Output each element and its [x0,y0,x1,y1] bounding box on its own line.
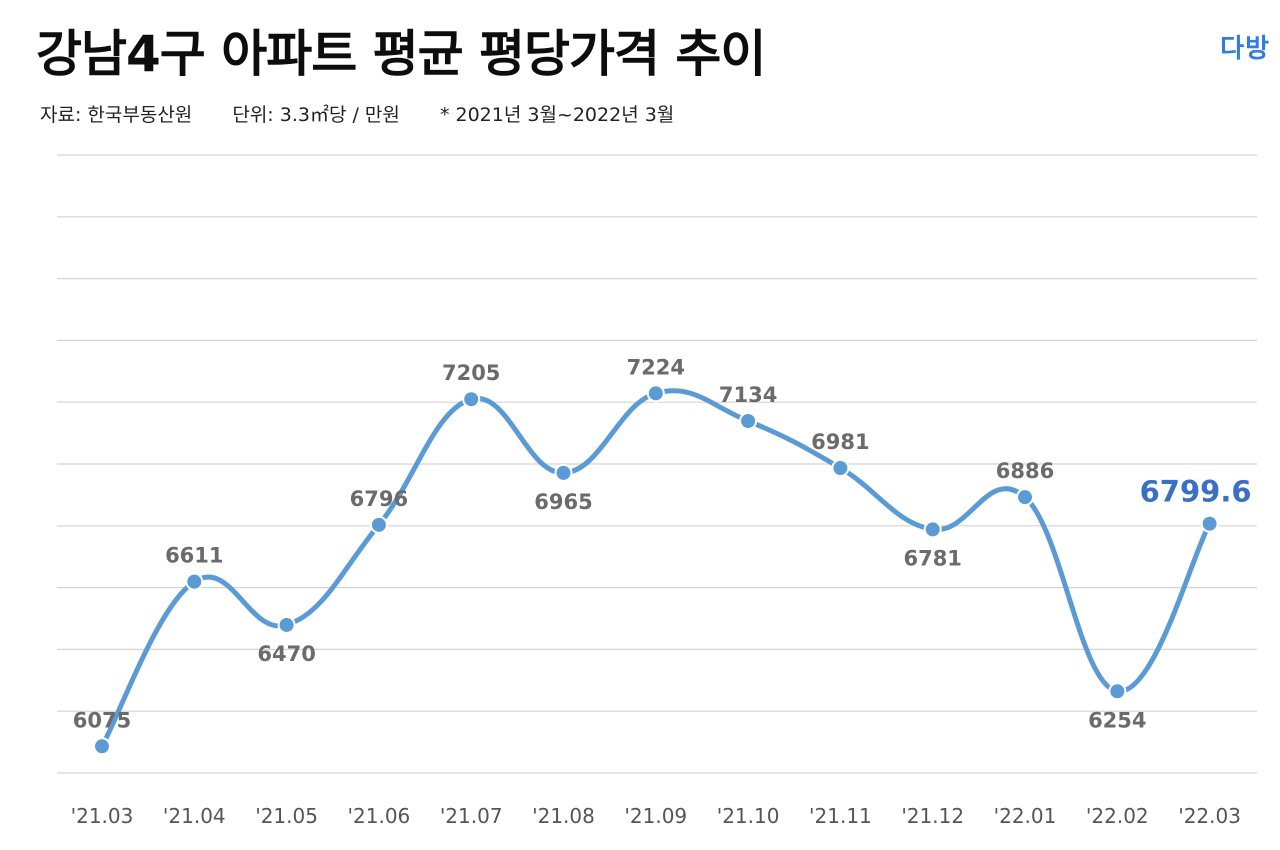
x-tick-label: '21.09 [624,804,687,828]
data-point [185,572,204,591]
data-point [1016,488,1034,507]
data-label: 7134 [719,383,777,407]
data-point [739,411,758,430]
data-point [1108,682,1127,701]
x-tick-label: '21.12 [901,804,964,828]
x-tick-label: '22.03 [1178,804,1241,828]
data-label: 7224 [627,355,685,379]
data-label: 6981 [811,430,869,454]
data-label: 7205 [442,361,500,385]
brand-logo: 다방 [1220,34,1270,64]
x-tick-label: '21.03 [71,804,134,828]
x-tick-label: '21.06 [348,804,411,828]
period-note: * 2021년 3월~2022년 3월 [439,104,675,126]
data-point [462,390,481,409]
x-tick-label: '22.02 [1086,804,1149,828]
data-point [277,615,296,634]
chart-title: 강남4구 아파트 평균 평당가격 추이 [36,25,766,83]
chart-subtitle: 자료: 한국부동산원 단위: 3.3㎡당 / 만원 * 2021년 3월~202… [40,100,708,127]
x-tick-label: '21.08 [532,804,595,828]
data-label: 6781 [903,546,961,570]
data-point [923,520,942,539]
source-note: 자료: 한국부동산원 [40,104,193,126]
data-label: 6075 [73,708,131,732]
data-label: 6965 [534,490,592,514]
x-tick-label: '21.05 [255,804,318,828]
x-tick-label: '22.01 [994,804,1057,828]
unit-note: 단위: 3.3㎡당 / 만원 [232,104,400,126]
data-label: 6611 [165,544,223,568]
data-point [369,515,388,534]
data-label: 6254 [1088,708,1146,732]
data-point [554,463,573,482]
data-point [831,458,850,477]
x-tick-label: '21.10 [717,804,780,828]
data-label: 6470 [257,642,315,666]
data-point [93,737,111,756]
data-label: 6886 [996,459,1054,483]
x-tick-label: '21.07 [440,804,503,828]
data-label: 6799.6 [1140,475,1252,509]
series-line [99,388,1213,749]
data-point [1200,514,1219,533]
data-point [646,384,665,403]
data-label: 6796 [350,487,408,511]
x-tick-label: '21.11 [809,804,872,828]
x-tick-label: '21.04 [163,804,226,828]
